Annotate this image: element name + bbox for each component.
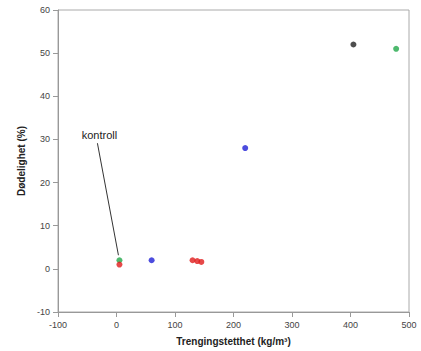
svg-text:400: 400: [343, 320, 358, 330]
svg-text:10: 10: [40, 221, 50, 231]
svg-text:Dødelighet (%): Dødelighet (%): [16, 126, 27, 196]
svg-text:kontroll: kontroll: [82, 129, 117, 141]
svg-text:0: 0: [114, 320, 119, 330]
svg-text:0: 0: [45, 264, 50, 274]
svg-text:200: 200: [226, 320, 241, 330]
svg-text:100: 100: [167, 320, 182, 330]
svg-text:Trengingstetthet (kg/m³): Trengingstetthet (kg/m³): [176, 336, 290, 347]
svg-text:-100: -100: [49, 320, 67, 330]
svg-text:500: 500: [401, 320, 416, 330]
svg-text:20: 20: [40, 178, 50, 188]
svg-text:40: 40: [40, 91, 50, 101]
svg-text:300: 300: [284, 320, 299, 330]
svg-text:30: 30: [40, 134, 50, 144]
svg-text:50: 50: [40, 48, 50, 58]
svg-text:-10: -10: [37, 307, 50, 317]
svg-text:60: 60: [40, 5, 50, 15]
